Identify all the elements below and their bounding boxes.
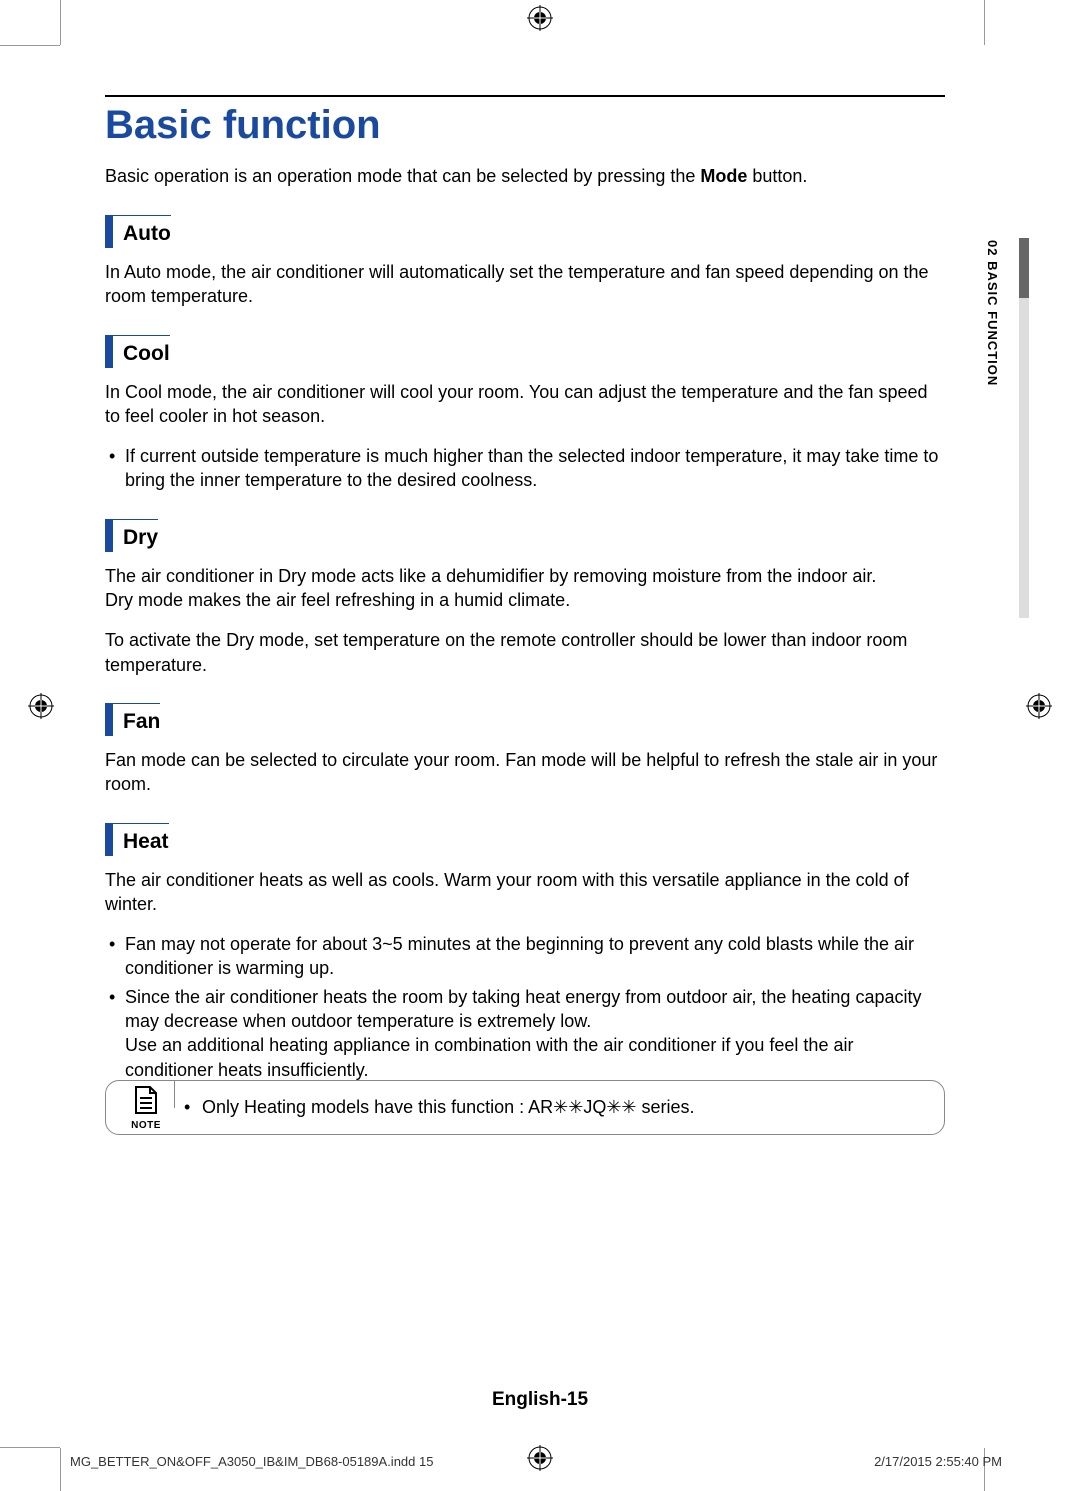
intro-post: button. xyxy=(747,166,807,186)
section-cool: Cool In Cool mode, the air conditioner w… xyxy=(105,335,945,493)
section-body: In Auto mode, the air conditioner will a… xyxy=(105,260,945,309)
note-item: Only Heating models have this function :… xyxy=(184,1097,924,1118)
section-heading: Auto xyxy=(105,215,171,246)
print-footer: MG_BETTER_ON&OFF_A3050_IB&IM_DB68-05189A… xyxy=(70,1454,1002,1469)
section-fan: Fan Fan mode can be selected to circulat… xyxy=(105,703,945,797)
bullet-item: If current outside temperature is much h… xyxy=(105,444,945,493)
section-heading: Heat xyxy=(105,823,169,854)
section-bullets: If current outside temperature is much h… xyxy=(105,444,945,493)
note-label: NOTE xyxy=(126,1120,166,1131)
page-title: Basic function xyxy=(105,95,945,148)
intro-bold: Mode xyxy=(700,166,747,186)
section-bullets: Fan may not operate for about 3~5 minute… xyxy=(105,932,945,1082)
section-tab-label: 02 BASIC FUNCTION xyxy=(985,238,1000,386)
note-box: NOTE Only Heating models have this funct… xyxy=(105,1080,945,1135)
registration-mark-icon xyxy=(1026,693,1052,719)
section-body: The air conditioner in Dry mode acts lik… xyxy=(105,564,945,613)
registration-mark-icon xyxy=(28,693,54,719)
section-body: To activate the Dry mode, set temperatur… xyxy=(105,628,945,677)
section-body: Fan mode can be selected to circulate yo… xyxy=(105,748,945,797)
intro-pre: Basic operation is an operation mode tha… xyxy=(105,166,700,186)
registration-mark-icon xyxy=(527,5,553,31)
section-heading: Fan xyxy=(105,703,160,734)
page-content: Basic function Basic operation is an ope… xyxy=(105,95,945,1108)
print-date: 2/17/2015 2:55:40 PM xyxy=(874,1454,1002,1469)
section-auto: Auto In Auto mode, the air conditioner w… xyxy=(105,215,945,309)
bullet-item: Since the air conditioner heats the room… xyxy=(105,985,945,1082)
page-number: English-15 xyxy=(0,1389,1080,1411)
section-body: In Cool mode, the air conditioner will c… xyxy=(105,380,945,429)
bullet-item: Fan may not operate for about 3~5 minute… xyxy=(105,932,945,981)
section-heading: Cool xyxy=(105,335,170,366)
print-file: MG_BETTER_ON&OFF_A3050_IB&IM_DB68-05189A… xyxy=(70,1454,433,1469)
section-dry: Dry The air conditioner in Dry mode acts… xyxy=(105,519,945,677)
section-heading: Dry xyxy=(105,519,158,550)
intro-text: Basic operation is an operation mode tha… xyxy=(105,166,945,187)
section-heat: Heat The air conditioner heats as well a… xyxy=(105,823,945,1082)
note-icon: NOTE xyxy=(126,1085,166,1131)
section-tab: 02 BASIC FUNCTION xyxy=(985,238,1015,386)
section-body: The air conditioner heats as well as coo… xyxy=(105,868,945,917)
